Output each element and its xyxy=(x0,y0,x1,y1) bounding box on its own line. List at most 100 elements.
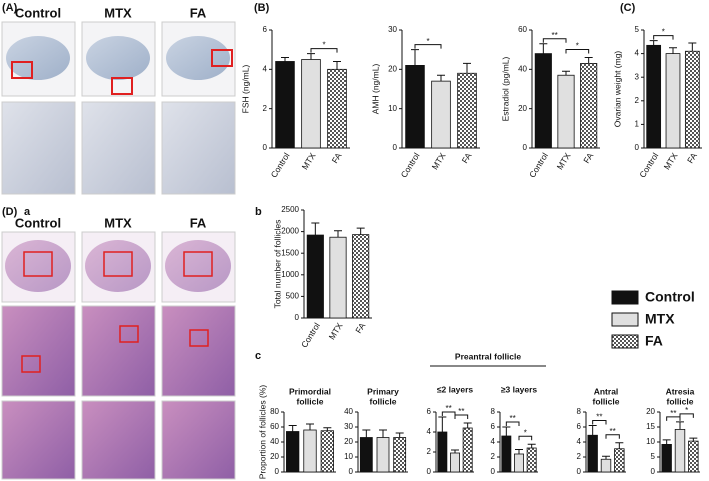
y-tick-label: 5 xyxy=(635,25,640,34)
legend-swatch xyxy=(611,290,639,305)
bar xyxy=(437,431,448,473)
column-label: MTX xyxy=(104,215,132,230)
y-tick-label: 20 xyxy=(518,104,527,113)
zoom-box xyxy=(103,251,133,277)
error-bar xyxy=(689,437,698,442)
y-tick-label: 40 xyxy=(270,437,279,446)
legend-swatch xyxy=(611,334,639,349)
error-bar xyxy=(379,429,387,438)
bar xyxy=(501,435,512,473)
y-tick-label: 5 xyxy=(651,452,656,461)
bar xyxy=(600,458,612,473)
micrograph xyxy=(1,400,76,480)
y-tick-label: 0 xyxy=(427,467,432,476)
significance-label: * xyxy=(662,28,665,37)
bar xyxy=(674,428,686,473)
panel-label: (D) xyxy=(2,206,18,218)
zoom-box xyxy=(211,49,233,67)
micrograph xyxy=(1,101,76,195)
x-tick-label: Control xyxy=(269,151,292,180)
error-bar xyxy=(323,427,332,431)
bar xyxy=(306,234,324,319)
x-tick-label: Control xyxy=(399,151,422,180)
y-tick-label: 4 xyxy=(635,49,640,58)
y-tick-label: 4 xyxy=(263,64,268,73)
micrograph xyxy=(81,400,156,480)
x-tick-label: MTX xyxy=(662,151,680,172)
significance-label: ** xyxy=(446,404,452,413)
significance-bracket xyxy=(565,49,590,54)
column-label: Control xyxy=(15,215,61,230)
y-tick-label: 2 xyxy=(635,96,640,105)
y-tick-label: 1000 xyxy=(281,270,299,279)
significance-bracket xyxy=(310,48,338,53)
error-bar xyxy=(333,60,341,70)
panel-label: b xyxy=(255,206,262,218)
error-bar xyxy=(502,426,511,436)
bar xyxy=(301,59,321,149)
bar xyxy=(587,434,598,473)
x-tick-label: FA xyxy=(460,151,474,165)
x-tick-label: MTX xyxy=(327,321,345,342)
y-tick-label: 2500 xyxy=(281,205,299,214)
tissue xyxy=(86,36,150,80)
y-tick-label: 0 xyxy=(523,143,528,152)
error-bar xyxy=(669,47,677,54)
chart-title: follicle xyxy=(593,396,620,406)
error-bar xyxy=(311,222,320,236)
significance-label: * xyxy=(426,37,429,46)
y-tick-label: 15 xyxy=(646,422,655,431)
chart-title: Antral xyxy=(594,386,619,396)
x-tick-label: MTX xyxy=(300,151,318,172)
y-tick-label: 30 xyxy=(388,25,397,34)
y-axis-label: AMH (ng/mL) xyxy=(370,64,380,115)
significance-label: ** xyxy=(458,407,464,416)
significance-label: ** xyxy=(510,414,516,423)
chart-title: follicle xyxy=(667,396,694,406)
error-bar xyxy=(649,40,658,46)
error-bar xyxy=(288,425,297,432)
bar xyxy=(275,61,295,149)
y-tick-label: 30 xyxy=(344,422,353,431)
y-tick-label: 0 xyxy=(295,313,300,322)
micrograph xyxy=(81,305,156,397)
chart-title: Primordial xyxy=(289,386,331,396)
micrograph xyxy=(81,101,156,195)
error-bar xyxy=(281,57,289,62)
zoom-box xyxy=(189,329,209,347)
tissue xyxy=(85,240,151,292)
bar xyxy=(580,63,598,149)
error-bar xyxy=(602,455,610,460)
error-bar xyxy=(334,230,342,238)
y-axis-label: Total number of follicles xyxy=(272,220,282,309)
error-bar xyxy=(688,42,697,52)
bar xyxy=(405,65,425,149)
bar xyxy=(462,427,473,473)
tissue xyxy=(5,240,71,292)
zoom-box xyxy=(111,77,133,95)
y-tick-label: 2 xyxy=(577,452,582,461)
chart-title: Primary xyxy=(367,386,399,396)
error-bar xyxy=(451,449,459,453)
y-tick-label: 2 xyxy=(427,447,432,456)
micrograph xyxy=(161,305,236,397)
y-tick-label: 0 xyxy=(393,143,398,152)
bar xyxy=(526,447,537,473)
significance-label: * xyxy=(576,42,579,51)
tissue xyxy=(6,36,70,80)
chart-title: follicle xyxy=(297,396,324,406)
zoom-box xyxy=(23,251,53,277)
bar xyxy=(450,452,460,473)
bar xyxy=(327,68,347,149)
significance-bracket xyxy=(505,421,520,426)
y-tick-label: 10 xyxy=(344,452,353,461)
x-tick-label: FA xyxy=(330,151,344,165)
significance-bracket xyxy=(679,413,694,418)
y-tick-label: 0 xyxy=(577,467,582,476)
panel-label: (A) xyxy=(2,2,18,14)
y-axis-label: Proportion of follicles (%) xyxy=(257,385,267,480)
y-tick-label: 2 xyxy=(263,104,268,113)
bar xyxy=(359,437,373,473)
significance-label: * xyxy=(685,406,688,415)
